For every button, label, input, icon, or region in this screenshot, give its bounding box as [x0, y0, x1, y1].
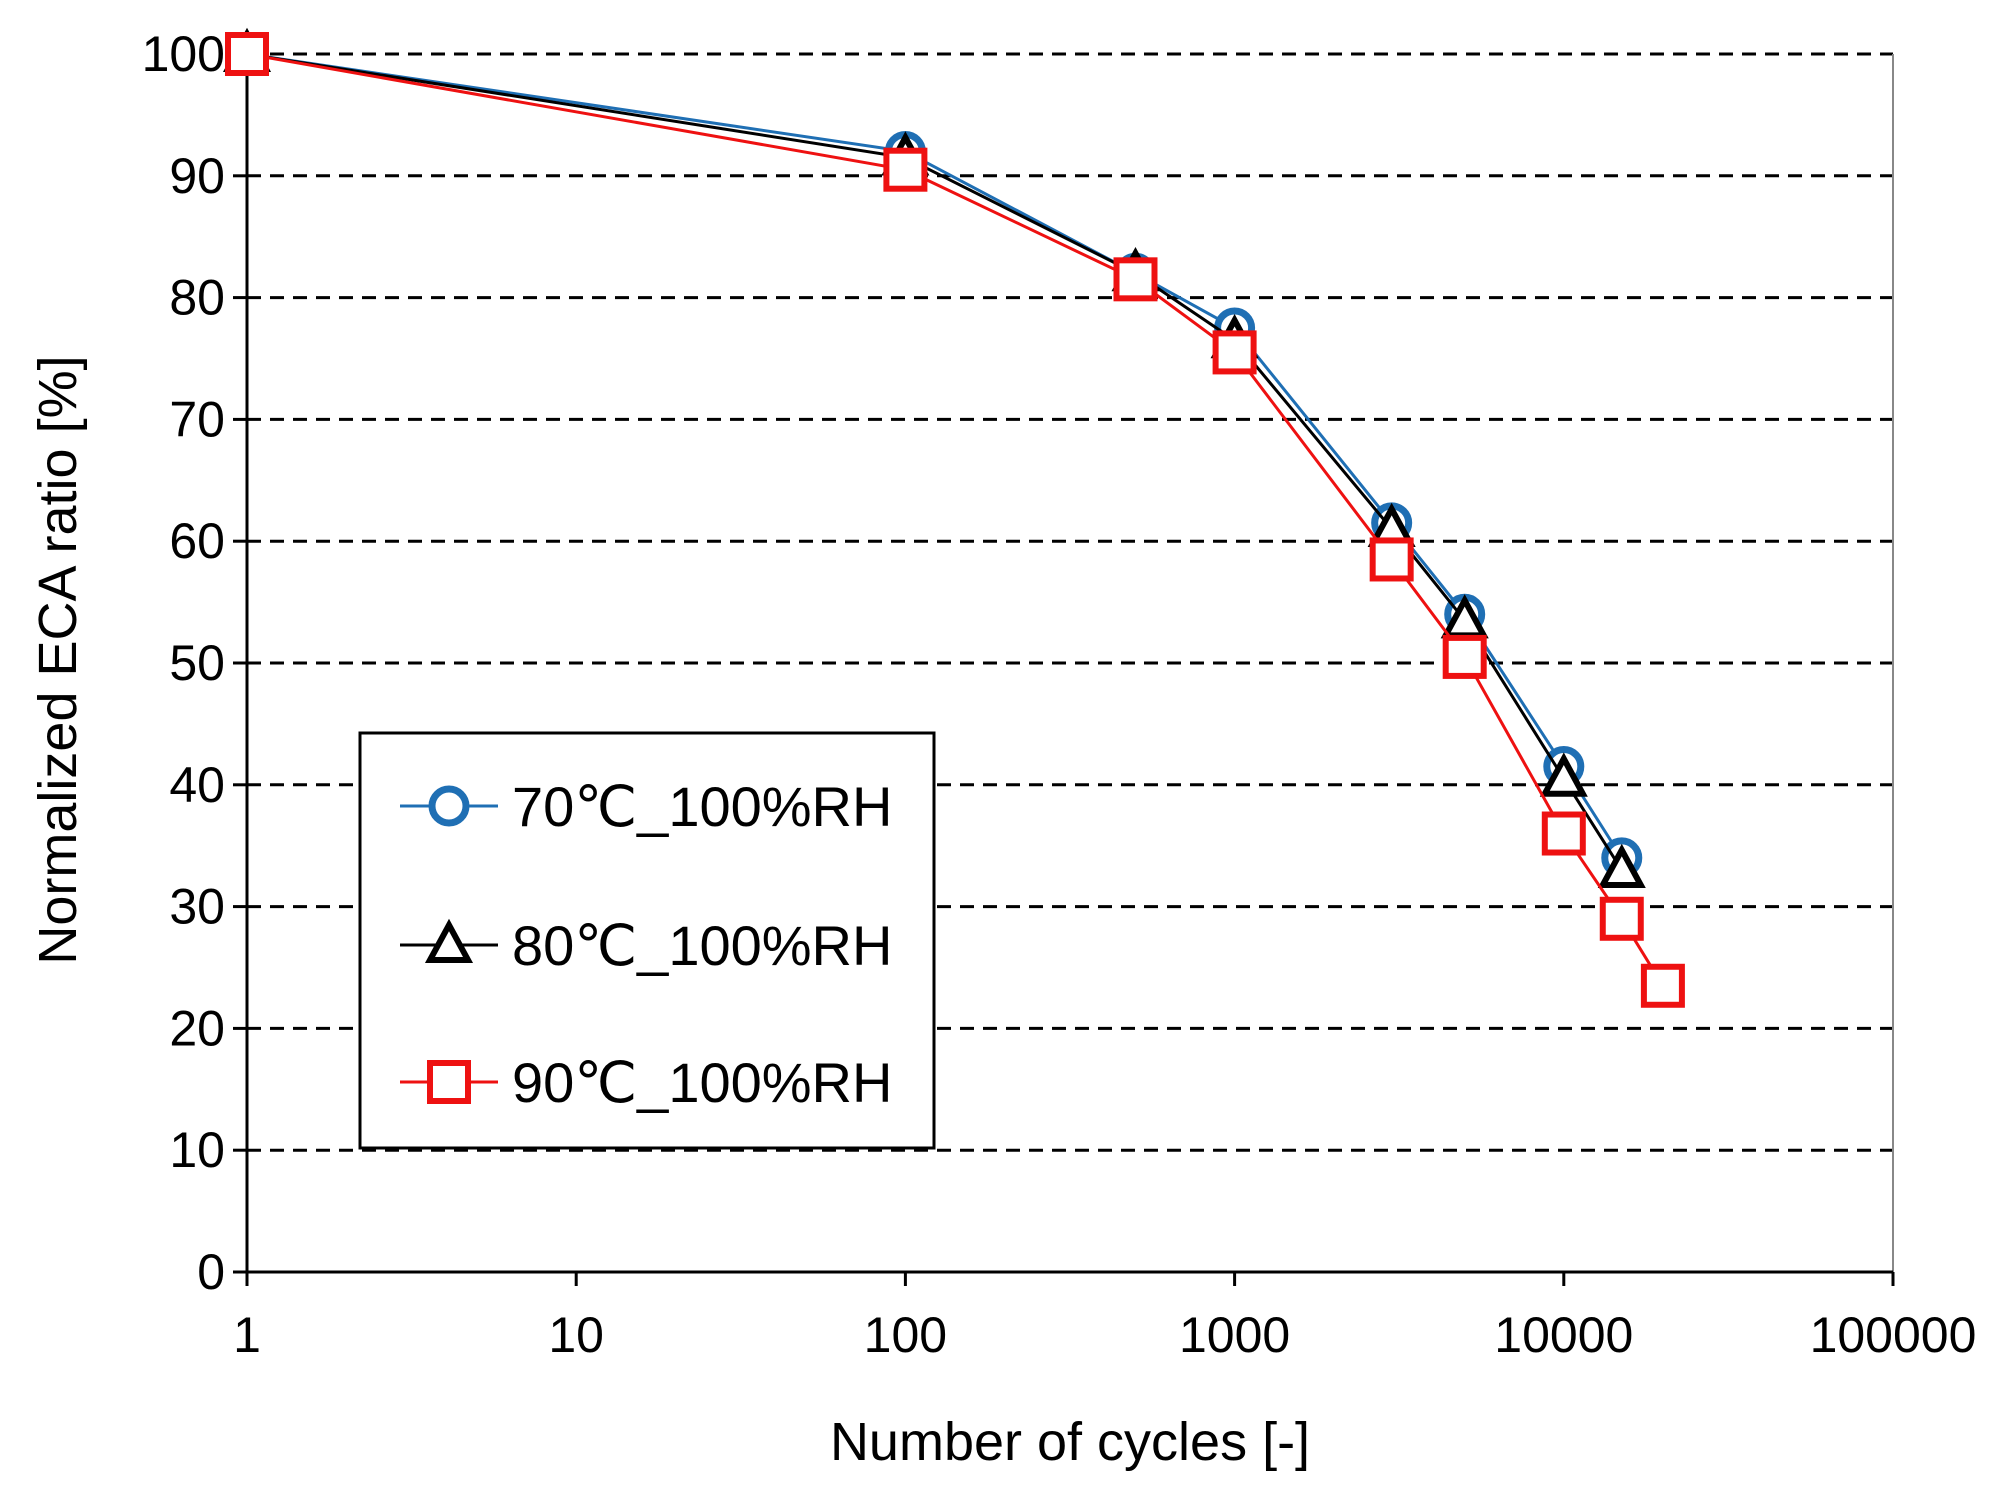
series-3-point-6 [1442, 634, 1487, 679]
y-tick-label-90: 90 [169, 148, 225, 204]
x-tick-label-1000: 1000 [1179, 1307, 1290, 1363]
series-3-point-9 [1640, 963, 1685, 1008]
legend-swatch-marker-2 [424, 918, 474, 963]
series-3-point-3 [1113, 257, 1158, 302]
y-tick-label-0: 0 [197, 1244, 225, 1300]
legend-item-1: 70℃_100%RH [400, 775, 892, 838]
legend-label-3: 90℃_100%RH [512, 1051, 892, 1114]
y-tick-label-10: 10 [169, 1122, 225, 1178]
series-3-point-1 [225, 32, 269, 76]
series-3-point-5 [1369, 537, 1414, 582]
y-tick-label-20: 20 [169, 1000, 225, 1056]
gridlines [247, 52, 1894, 1272]
legend-item-3: 90℃_100%RH [400, 1051, 892, 1114]
y-tick-label-70: 70 [169, 391, 225, 447]
legend-label-1: 70℃_100%RH [512, 775, 892, 838]
series [222, 27, 1685, 1008]
series-3-point-4 [1212, 330, 1257, 375]
x-axis-title: Number of cycles [-] [830, 1412, 1310, 1472]
legend-label-2: 80℃_100%RH [512, 914, 892, 977]
series-2-point-8 [1597, 843, 1646, 889]
y-tick-label-40: 40 [169, 757, 225, 813]
legend-swatch-marker-1 [428, 785, 470, 827]
series-3 [225, 32, 1685, 1008]
series-2-line [246, 52, 1624, 871]
y-tick-label-60: 60 [169, 513, 225, 569]
x-tick-label-1: 1 [233, 1307, 261, 1363]
y-tick-label-50: 50 [169, 635, 225, 691]
y-tick-label-100: 100 [142, 26, 225, 82]
y-tick-label-80: 80 [169, 270, 225, 326]
x-tick-label-10: 10 [548, 1307, 604, 1363]
series-3-point-7 [1541, 811, 1586, 856]
series-3-point-2 [883, 147, 928, 192]
series-3-point-8 [1599, 896, 1644, 941]
y-tick-label-30: 30 [169, 879, 225, 935]
x-tick-label-100000: 100000 [1810, 1307, 1977, 1363]
series-1-line [246, 52, 1624, 859]
legend-swatch-marker-3 [427, 1060, 471, 1104]
x-tick-label-100: 100 [864, 1307, 947, 1363]
y-axis-title: Normalized ECA ratio [%] [28, 355, 88, 964]
legend: 70℃_100%RH 80℃_100%RH 90℃_100%RH [358, 731, 936, 1150]
legend-item-2: 80℃_100%RH [400, 914, 892, 977]
series-2-point-7 [1539, 752, 1588, 797]
x-tick-label-10000: 10000 [1494, 1307, 1633, 1363]
